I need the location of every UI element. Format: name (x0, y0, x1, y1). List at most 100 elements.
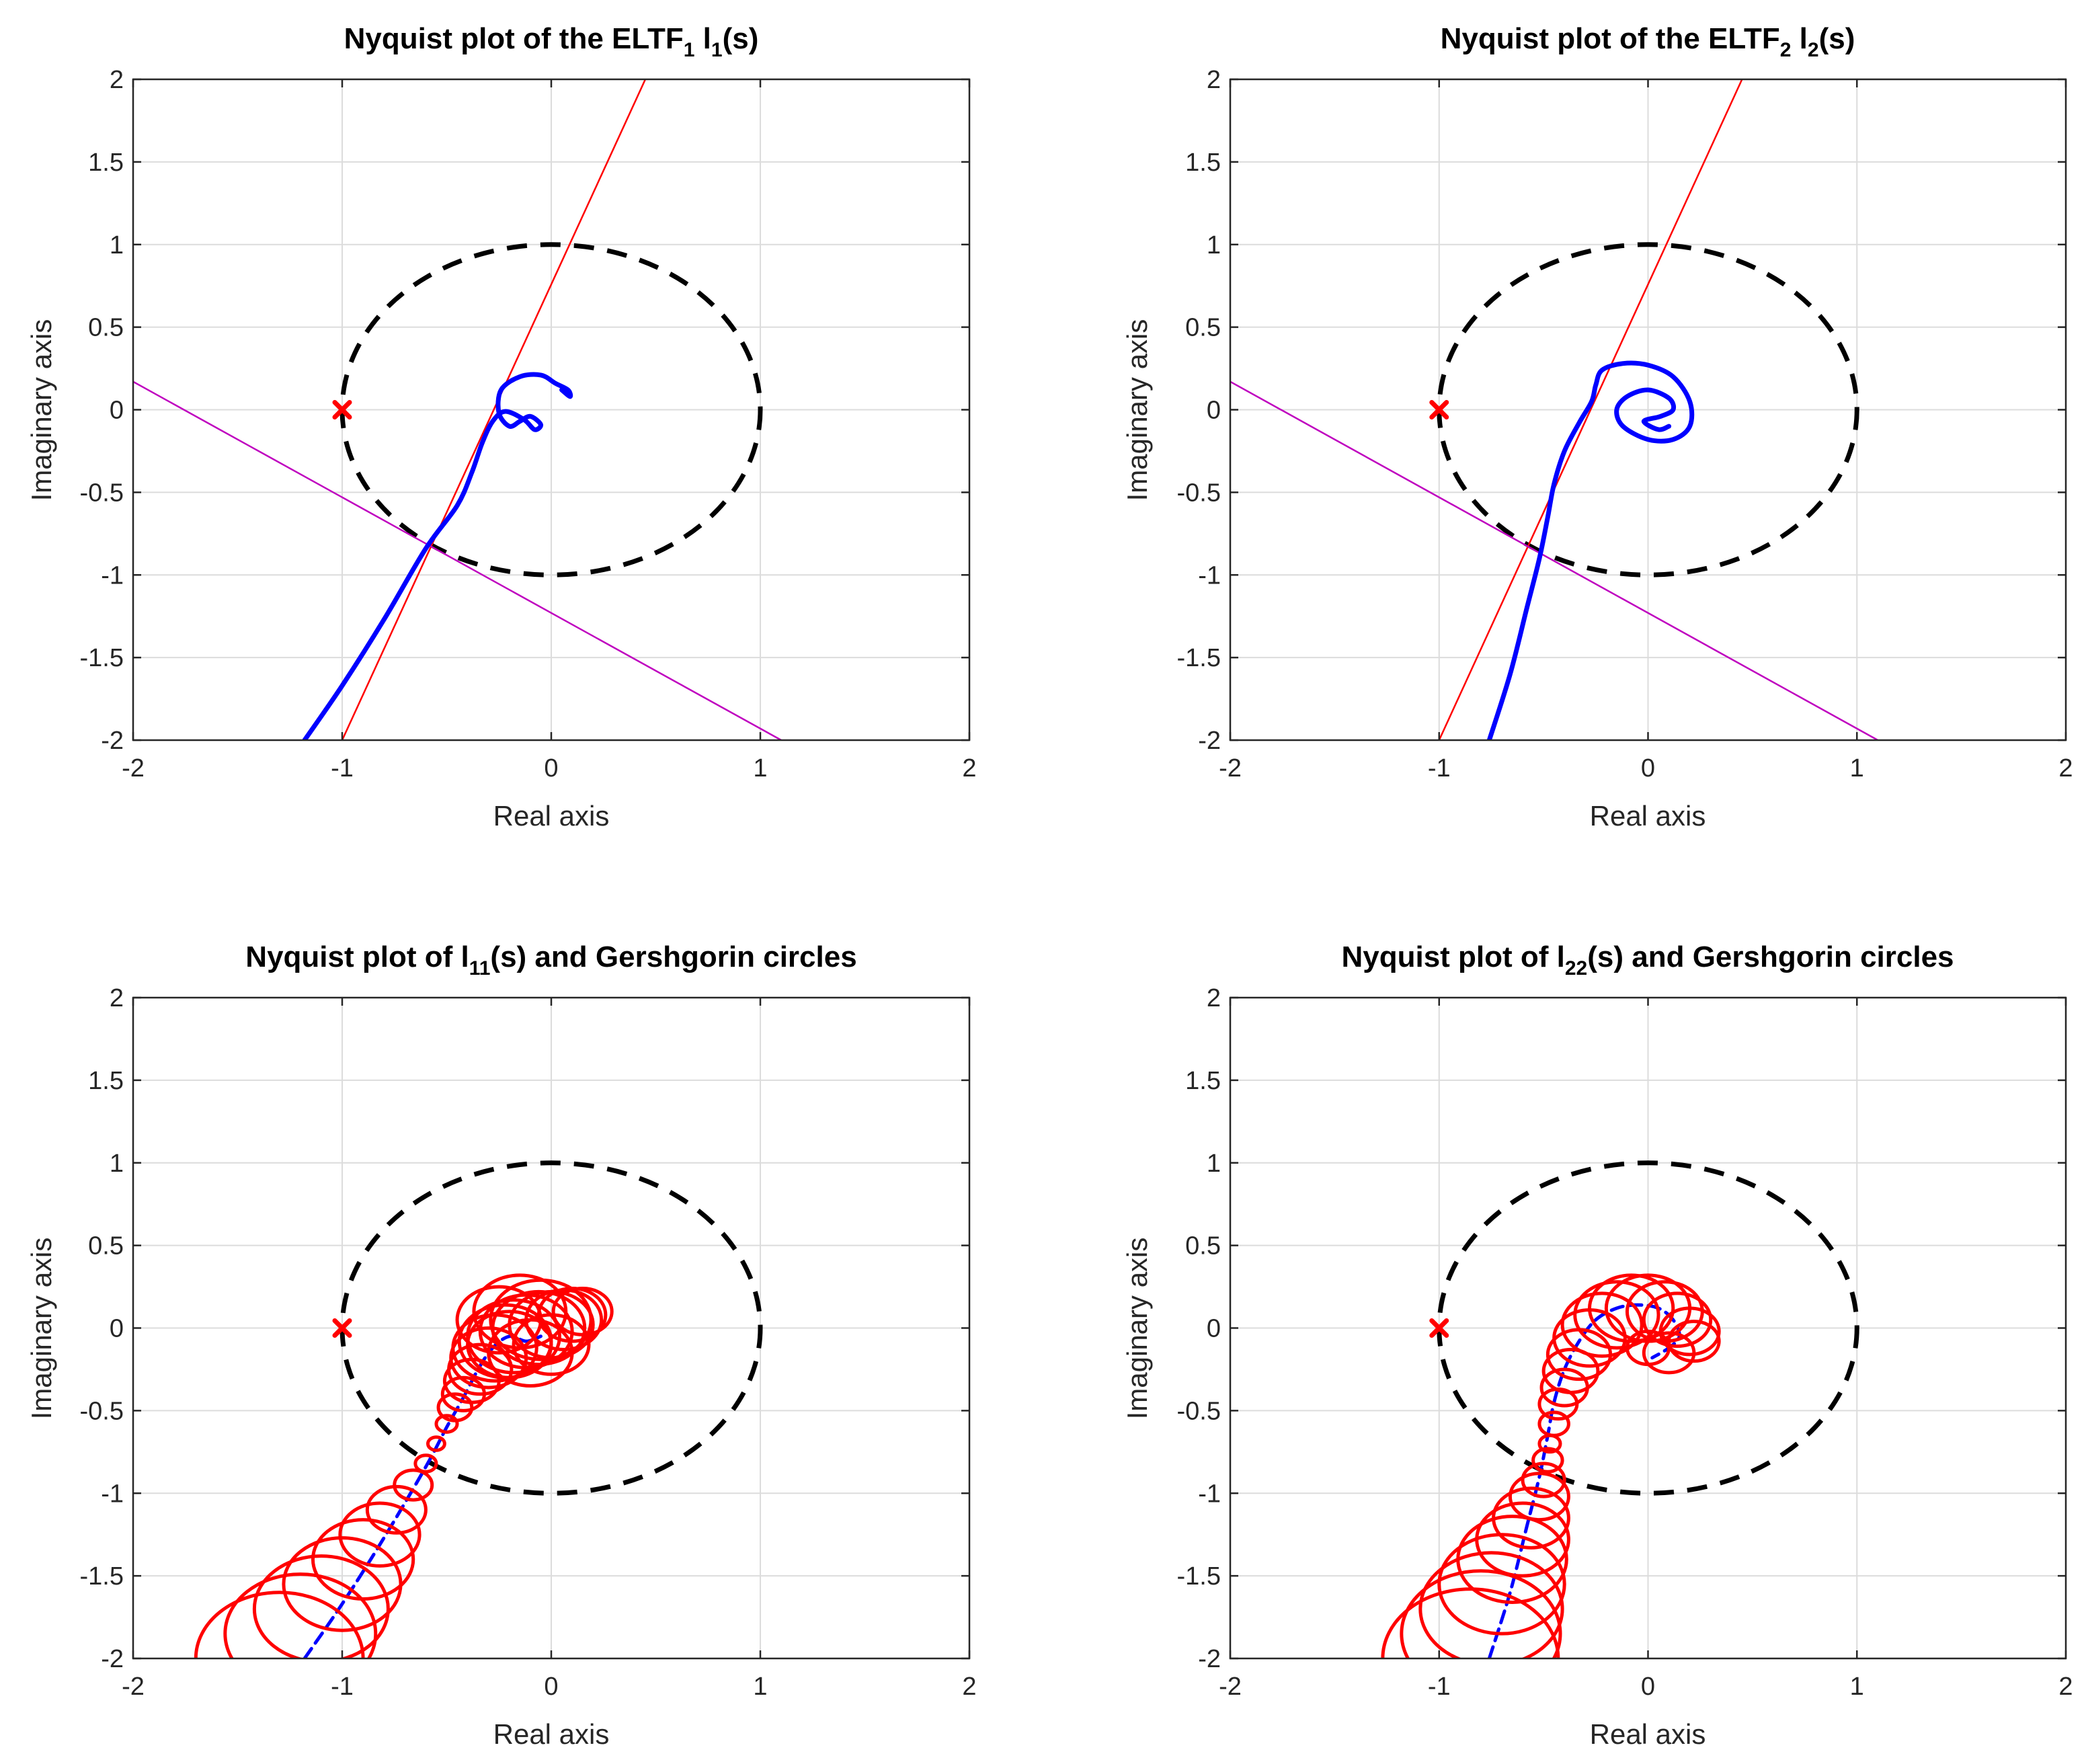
critical-point-marker (1429, 1318, 1449, 1338)
y-axis-label: Imaginary axis (26, 1238, 57, 1420)
plot-eltf1: -2 -1 0 1 2 -2 -1.5 -1 -0.5 0 0.5 1 1.5 2 Nyquist plo… (26, 22, 977, 832)
gershgorin-circle (413, 1453, 438, 1474)
gershgorin-circle (466, 1310, 553, 1379)
gershgorin-circle (338, 1501, 422, 1568)
y-tick-label: 0.5 (1185, 314, 1221, 342)
y-tick-label: 0 (1207, 397, 1221, 425)
gershgorin-circle (489, 1278, 593, 1361)
x-tick-label: 1 (753, 1673, 767, 1701)
chart-title: Nyquist plot of l11(s) and Gershgorin ci… (245, 940, 856, 979)
gershgorin-circle (1573, 1280, 1660, 1350)
y-tick-label: -2 (1198, 1645, 1221, 1673)
y-tick-label: 0 (110, 397, 124, 425)
x-tick-label: -2 (122, 1673, 145, 1701)
gershgorin-circle (472, 1273, 568, 1350)
critical-point-marker (1429, 400, 1449, 419)
chart-title: Nyquist plot of l22(s) and Gershgorin ci… (1341, 940, 1954, 979)
y-tick-label: -1 (1198, 561, 1221, 590)
x-tick-label: 2 (962, 1673, 976, 1701)
gershgorin-circle (1658, 1306, 1721, 1357)
line-2-series (133, 380, 782, 740)
chart-title: Nyquist plot of the ELTF1 l1(s) (344, 22, 759, 61)
x-tick-label: -1 (331, 1673, 354, 1701)
plot-eltf2: -2 -1 0 1 2 -2 -1.5 -1 -0.5 0 0.5 1 1.5 2 Nyquist plo… (1121, 22, 2073, 832)
gershgorin-circle (426, 1435, 446, 1452)
gershgorin-circle (1625, 1329, 1671, 1367)
y-tick-label: 1.5 (88, 1067, 124, 1095)
y-tick-label: 1 (1207, 231, 1221, 259)
x-tick-label: -1 (1428, 754, 1451, 783)
gershgorin-circle (1537, 1410, 1570, 1437)
nyquist-locus (1486, 360, 1695, 740)
y-tick-label: 0 (110, 1315, 124, 1343)
x-axis-label: Real axis (493, 1718, 610, 1750)
y-tick-label: -1 (101, 1480, 124, 1508)
y-tick-label: -1.5 (1177, 1562, 1221, 1591)
x-tick-label: 2 (2058, 1673, 2073, 1701)
gershgorin-circle (447, 1342, 514, 1396)
plot-area: -2 -1 0 1 2 -2 -1.5 -1 -0.5 0 0.5 1 1.5 2 (1177, 66, 2073, 783)
gershgorin-circle (1642, 1331, 1696, 1375)
gershgorin-circle (1418, 1551, 1564, 1658)
y-tick-label: -1 (101, 561, 124, 590)
gershgorin-circle (1475, 1501, 1570, 1578)
x-tick-label: 0 (544, 754, 558, 783)
gershgorin-circle (223, 1572, 378, 1658)
gershgorin-circle (1541, 1347, 1600, 1394)
y-tick-label: 1.5 (1185, 1067, 1221, 1095)
gershgorin-circle (436, 1392, 474, 1422)
x-axis-label: Real axis (1590, 1718, 1706, 1750)
x-tick-label: 2 (962, 754, 976, 783)
x-tick-label: 0 (1641, 1673, 1655, 1701)
y-tick-label: -0.5 (80, 479, 124, 507)
gershgorin-circle (1508, 1472, 1570, 1522)
x-tick-label: -2 (1219, 754, 1242, 783)
marker-stroke (332, 400, 352, 419)
plot-area: -2 -1 0 1 2 -2 -1.5 -1 -0.5 0 0.5 1 1.5 2 (80, 66, 977, 783)
y-tick-label: 2 (110, 984, 124, 1012)
x-tick-label: -1 (331, 754, 354, 783)
gershgorin-circle (1587, 1273, 1675, 1343)
line-1-series (341, 79, 647, 740)
critical-point-marker (332, 400, 352, 419)
line-1-series (1438, 79, 1743, 740)
x-tick-label: -2 (1219, 1673, 1242, 1701)
x-axis-label: Real axis (1590, 800, 1706, 832)
y-tick-label: -2 (1198, 727, 1221, 755)
y-tick-label: 2 (110, 66, 124, 94)
y-tick-label: 1.5 (1185, 149, 1221, 177)
plot-area: -2 -1 0 1 2 -2 -1.5 -1 -0.5 0 0.5 1 1.5 2 (1177, 984, 2073, 1701)
x-tick-label: 0 (1641, 754, 1655, 783)
gershgorin-circle (551, 1287, 614, 1336)
x-axis-label: Real axis (493, 800, 610, 832)
critical-point-marker (332, 1318, 352, 1338)
y-tick-label: -1.5 (80, 644, 124, 672)
line-2-series (1230, 380, 1878, 740)
x-tick-label: 1 (1850, 754, 1864, 783)
marker-stroke (1429, 1318, 1449, 1338)
x-tick-label: 1 (1850, 1673, 1864, 1701)
marker-stroke (332, 1318, 352, 1338)
y-tick-label: -0.5 (1177, 1397, 1221, 1425)
y-tick-label: 0.5 (88, 314, 124, 342)
gershgorin-circle (1642, 1291, 1713, 1349)
y-tick-label: -1 (1198, 1480, 1221, 1508)
y-tick-label: 1 (1207, 1150, 1221, 1178)
x-tick-label: 2 (2058, 754, 2073, 783)
y-tick-label: 1 (110, 1150, 124, 1178)
plot-l11-gershgorin: -2 -1 0 1 2 -2 -1.5 -1 -0.5 0 0.5 1 1.5 2 Nyquist plo… (26, 940, 977, 1750)
x-tick-label: 0 (544, 1673, 558, 1701)
gershgorin-circle (252, 1554, 390, 1658)
nyquist-locus (302, 372, 573, 740)
y-tick-label: 0 (1207, 1315, 1221, 1343)
plot-area: -2 -1 0 1 2 -2 -1.5 -1 -0.5 0 0.5 1 1.5 2 (80, 984, 977, 1701)
y-axis-label: Imaginary axis (1121, 1238, 1153, 1420)
y-tick-label: 2 (1207, 984, 1221, 1012)
chart-title: Nyquist plot of the ELTF2 l2(s) (1441, 22, 1855, 61)
gershgorin-circle (365, 1484, 428, 1535)
marker-stroke (1429, 400, 1449, 419)
y-tick-label: -2 (101, 1645, 124, 1673)
gershgorin-circle (393, 1468, 434, 1502)
gershgorin-circle (1521, 1461, 1566, 1498)
